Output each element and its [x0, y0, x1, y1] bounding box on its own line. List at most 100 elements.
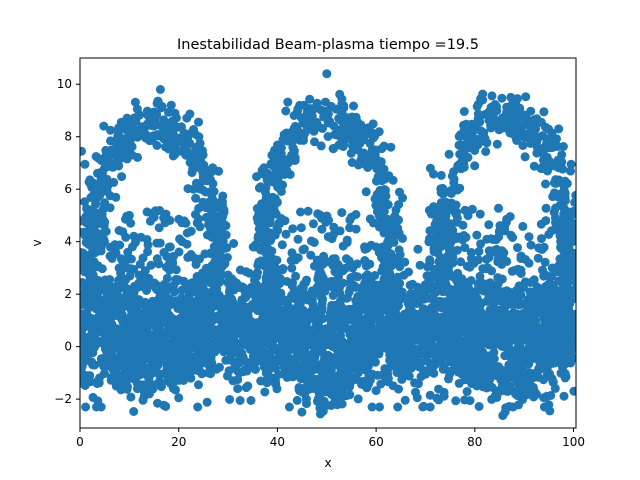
scatter-point: [461, 153, 471, 162]
scatter-point: [101, 145, 111, 155]
scatter-point: [542, 391, 552, 401]
scatter-point: [538, 265, 547, 275]
scatter-point: [168, 314, 178, 324]
scatter-point: [171, 385, 180, 395]
scatter-point: [247, 301, 257, 311]
scatter-point: [320, 352, 330, 362]
scatter-point: [164, 348, 174, 358]
scatter-point: [256, 245, 265, 255]
scatter-point: [436, 170, 446, 180]
scatter-point: [205, 265, 215, 274]
scatter-point: [182, 228, 192, 238]
scatter-point: [105, 275, 115, 284]
scatter-point: [383, 377, 393, 387]
scatter-point: [225, 291, 235, 301]
scatter-point: [491, 328, 500, 338]
scatter-point: [440, 316, 450, 326]
scatter-point: [548, 377, 558, 387]
scatter-point: [306, 373, 315, 383]
scatter-point: [404, 267, 413, 277]
scatter-point: [226, 350, 236, 360]
scatter-point: [475, 117, 485, 127]
scatter-point: [476, 94, 486, 104]
scatter-point: [333, 315, 342, 325]
scatter-point: [238, 367, 248, 377]
scatter-point: [460, 395, 470, 405]
scatter-point: [497, 259, 507, 269]
scatter-point: [193, 402, 203, 412]
scatter-point: [210, 347, 220, 357]
scatter-point: [277, 240, 287, 250]
scatter-point: [431, 314, 441, 324]
scatter-point: [136, 314, 146, 324]
scatter-point: [265, 373, 274, 383]
scatter-point: [551, 203, 561, 213]
scatter-point: [334, 308, 344, 318]
scatter-point: [438, 204, 448, 214]
scatter-point: [482, 377, 491, 387]
scatter-point: [335, 296, 345, 306]
scatter-point: [390, 211, 400, 221]
scatter-points: [80, 69, 576, 421]
scatter-point: [422, 366, 432, 376]
scatter-point: [93, 396, 103, 406]
scatter-point: [392, 368, 402, 378]
scatter-point: [126, 392, 136, 402]
scatter-point: [339, 355, 349, 365]
scatter-point: [101, 284, 111, 294]
scatter-point: [284, 134, 293, 144]
scatter-point: [462, 387, 472, 396]
scatter-point: [508, 335, 518, 345]
scatter-point: [162, 326, 172, 336]
scatter-point: [314, 210, 324, 220]
scatter-point: [278, 332, 288, 342]
scatter-point: [317, 224, 327, 234]
scatter-point: [243, 310, 253, 320]
scatter-point: [204, 368, 213, 378]
scatter-point: [152, 254, 162, 264]
scatter-point: [194, 132, 204, 142]
scatter-point: [302, 318, 312, 327]
scatter-point: [252, 172, 262, 182]
scatter-point: [198, 313, 208, 323]
scatter-point: [223, 270, 233, 280]
scatter-point: [201, 187, 211, 197]
scatter-point: [229, 357, 239, 367]
scatter-point: [181, 311, 191, 320]
scatter-point: [466, 298, 476, 307]
scatter-point: [80, 231, 90, 241]
scatter-point: [122, 113, 132, 123]
scatter-point: [404, 307, 414, 316]
scatter-point: [109, 293, 119, 303]
scatter-point: [408, 279, 418, 289]
scatter-point: [308, 219, 318, 229]
scatter-point: [484, 340, 494, 350]
scatter-point: [260, 322, 270, 332]
scatter-point: [557, 150, 567, 160]
scatter-point: [185, 324, 195, 334]
scatter-point: [439, 334, 449, 344]
scatter-point: [319, 333, 329, 343]
scatter-point: [531, 124, 541, 134]
scatter-point: [113, 132, 123, 142]
scatter-point: [390, 315, 399, 325]
scatter-point: [550, 225, 560, 235]
scatter-point: [112, 152, 122, 161]
scatter-point: [493, 336, 503, 346]
scatter-point: [130, 297, 139, 306]
scatter-point: [553, 192, 563, 202]
scatter-point: [321, 106, 331, 116]
scatter-point: [149, 120, 158, 130]
scatter-point: [257, 233, 267, 243]
scatter-point: [184, 338, 194, 348]
scatter-point: [438, 364, 448, 374]
scatter-point: [281, 229, 291, 239]
scatter-point: [341, 254, 351, 264]
scatter-point: [230, 314, 240, 324]
scatter-point: [281, 106, 291, 116]
scatter-point: [458, 220, 468, 230]
scatter-point: [288, 319, 298, 329]
scatter-point: [323, 132, 333, 141]
scatter-point: [481, 328, 491, 338]
scatter-point: [476, 299, 486, 309]
